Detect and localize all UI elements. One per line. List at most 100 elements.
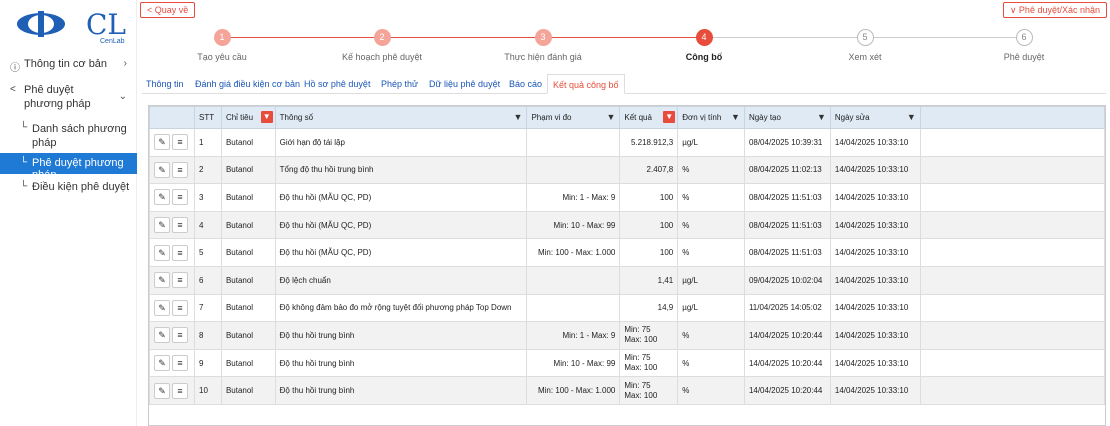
step-2[interactable]: 2 Kế hoạch phê duyệt <box>302 28 462 62</box>
tab-info[interactable]: Thông tin <box>146 79 184 89</box>
edit-icon[interactable]: ✎ <box>154 355 170 372</box>
tab-approval-data[interactable]: Dữ liệu phê duyệt <box>429 79 501 89</box>
step-label: Xem xét <box>848 52 882 62</box>
header-ngay-sua[interactable]: Ngày sửa ▼ <box>829 106 921 129</box>
menu-icon[interactable]: ≡ <box>172 161 188 178</box>
edit-icon[interactable]: ✎ <box>154 161 170 178</box>
edit-icon[interactable]: ✎ <box>154 327 170 344</box>
menu-icon[interactable]: ≡ <box>172 244 188 261</box>
header-label: Thông số <box>279 113 314 122</box>
edit-icon[interactable]: ✎ <box>154 382 170 399</box>
table-row[interactable]: ✎ ≡ 8 Butanol Độ thu hồi trung bình Min: 1 - … <box>149 321 1105 350</box>
filter-icon[interactable]: ▼ <box>606 112 616 122</box>
row-actions: ✎ ≡ <box>149 321 195 350</box>
step-circle: 4 <box>695 29 713 46</box>
cell-chi-tieu: Butanol <box>220 321 276 350</box>
table-row[interactable]: ✎ ≡ 4 Butanol Độ thu hồi (MẪU QC, PD) Min: 10… <box>149 210 1105 240</box>
tab-tests[interactable]: Phép thử <box>381 79 419 89</box>
cell-ngay-sua: 14/04/2025 10:33:10 <box>829 348 921 378</box>
table-row[interactable]: ✎ ≡ 10 Butanol Độ thu hồi trung bình Min: 100… <box>149 376 1105 405</box>
cell-chi-tieu: Butanol <box>220 155 276 185</box>
edit-icon[interactable]: ✎ <box>154 217 170 234</box>
header-chi-tieu[interactable]: Chỉ tiêu ▼ <box>220 106 276 129</box>
cell-stt: 7 <box>194 293 222 323</box>
row-actions: ✎ ≡ <box>149 293 195 323</box>
header-ket-qua[interactable]: Kết quả ▼ <box>619 106 679 129</box>
menu-icon[interactable]: ≡ <box>172 134 188 151</box>
chevron-down-icon: ⌄ <box>118 91 127 102</box>
menu-icon[interactable]: ≡ <box>172 189 188 206</box>
sidebar-item-method-approval[interactable]: < Phê duyệt phương pháp ⌄ <box>0 82 137 114</box>
step-6[interactable]: 6 Phê duyệt <box>944 28 1104 62</box>
step-4[interactable]: 4 Công bố <box>624 28 784 62</box>
filter-active-icon[interactable]: ▼ <box>260 111 273 123</box>
header-pham-vi[interactable]: Phạm vi đo ▼ <box>526 106 621 129</box>
cell-don-vi: µg/L <box>677 293 745 323</box>
filter-active-icon[interactable]: ▼ <box>663 111 676 123</box>
menu-icon[interactable]: ≡ <box>172 272 188 289</box>
table-row[interactable]: ✎ ≡ 6 Butanol Độ lệch chuẩn 1,41 µg/L 09/04/202… <box>149 265 1105 295</box>
cell-stt: 3 <box>194 183 222 212</box>
header-spacer <box>919 106 1105 129</box>
cell-ngay-tao: 08/04/2025 11:51:03 <box>743 210 831 240</box>
cell-spacer <box>919 293 1105 323</box>
sidebar-item-method-list[interactable]: └ Danh sách phương pháp <box>0 121 137 151</box>
tab-approval-records[interactable]: Hồ sơ phê duyệt <box>304 79 371 89</box>
table-row[interactable]: ✎ ≡ 1 Butanol Giới hạn độ tái lặp 5.218.912,3… <box>149 128 1105 157</box>
cell-don-vi: % <box>677 183 745 212</box>
sidebar-item-approval-conditions[interactable]: └ Điều kiện phê duyệt <box>0 180 137 196</box>
edit-icon[interactable]: ✎ <box>154 134 170 151</box>
table-row[interactable]: ✎ ≡ 2 Butanol Tổng độ thu hồi trung bình 2.40… <box>149 155 1105 185</box>
tab-published-results[interactable]: Kết quả công bố <box>547 74 625 94</box>
step-1[interactable]: 1 Tạo yêu cầu <box>142 28 302 62</box>
header-ngay-tao[interactable]: Ngày tạo ▼ <box>743 106 831 129</box>
menu-icon[interactable]: ≡ <box>172 217 188 234</box>
cell-stt: 9 <box>194 348 222 378</box>
edit-icon[interactable]: ✎ <box>154 244 170 261</box>
menu-icon[interactable]: ≡ <box>172 382 188 399</box>
menu-icon[interactable]: ≡ <box>172 299 188 316</box>
cell-ngay-tao: 08/04/2025 11:02:13 <box>743 155 831 185</box>
edit-icon[interactable]: ✎ <box>154 189 170 206</box>
cell-chi-tieu: Butanol <box>220 210 276 240</box>
cell-pham-vi: Min: 100 - Max: 1.000 <box>526 376 621 405</box>
step-label: Công bố <box>685 52 723 62</box>
filter-icon[interactable]: ▼ <box>816 112 826 122</box>
table-row[interactable]: ✎ ≡ 7 Butanol Độ không đảm bảo đo mở rộng tu… <box>149 293 1105 323</box>
cell-chi-tieu: Butanol <box>220 128 276 157</box>
step-3[interactable]: 3 Thực hiện đánh giá <box>463 28 623 62</box>
table-row[interactable]: ✎ ≡ 3 Butanol Độ thu hồi (MẪU QC, PD) Min: 1 … <box>149 183 1105 212</box>
logo-brand: CenLab <box>100 38 125 45</box>
table-row[interactable]: ✎ ≡ 5 Butanol Độ thu hồi (MẪU QC, PD) Min: 10… <box>149 238 1105 267</box>
cell-thong-so: Độ thu hồi trung bình <box>274 348 528 378</box>
row-actions: ✎ ≡ <box>149 128 195 157</box>
cell-pham-vi <box>526 265 621 295</box>
edit-icon[interactable]: ✎ <box>154 299 170 316</box>
step-5[interactable]: 5 Xem xét <box>785 28 945 62</box>
edit-icon[interactable]: ✎ <box>154 272 170 289</box>
cell-chi-tieu: Butanol <box>220 348 276 378</box>
back-button[interactable]: < Quay về <box>140 2 196 18</box>
cell-pham-vi: Min: 1 - Max: 9 <box>526 183 621 212</box>
header-don-vi[interactable]: Đơn vị tính ▼ <box>677 106 745 129</box>
cell-ket-qua: 5.218.912,3 <box>619 128 679 157</box>
header-thong-so[interactable]: Thông số ▼ <box>274 106 528 129</box>
filter-icon[interactable]: ▼ <box>513 112 523 122</box>
sidebar-item-method-approve-active[interactable]: └ Phê duyệt phương pháp <box>0 153 137 181</box>
table-row[interactable]: ✎ ≡ 9 Butanol Độ thu hồi trung bình Min: 10 -… <box>149 348 1105 378</box>
cell-thong-so: Độ không đảm bảo đo mở rộng tuyệt đối ph… <box>274 293 528 323</box>
cell-chi-tieu: Butanol <box>220 183 276 212</box>
row-actions: ✎ ≡ <box>149 376 195 405</box>
sidebar-item-basic-info[interactable]: ⓘ Thông tin cơ bản › <box>0 56 137 74</box>
menu-icon[interactable]: ≡ <box>172 355 188 372</box>
tab-basic-conditions[interactable]: Đánh giá điều kiện cơ bản <box>195 79 300 89</box>
approve-confirm-button[interactable]: ∨ Phê duyệt/Xác nhận <box>1002 2 1107 18</box>
share-icon: < <box>10 84 16 95</box>
filter-icon[interactable]: ▼ <box>906 112 916 122</box>
cell-ngay-sua: 14/04/2025 10:33:10 <box>829 128 921 157</box>
menu-icon[interactable]: ≡ <box>172 327 188 344</box>
filter-icon[interactable]: ▼ <box>731 112 740 122</box>
tab-report[interactable]: Báo cáo <box>509 79 543 89</box>
cell-spacer <box>919 376 1105 405</box>
step-circle: 6 <box>1015 29 1033 46</box>
